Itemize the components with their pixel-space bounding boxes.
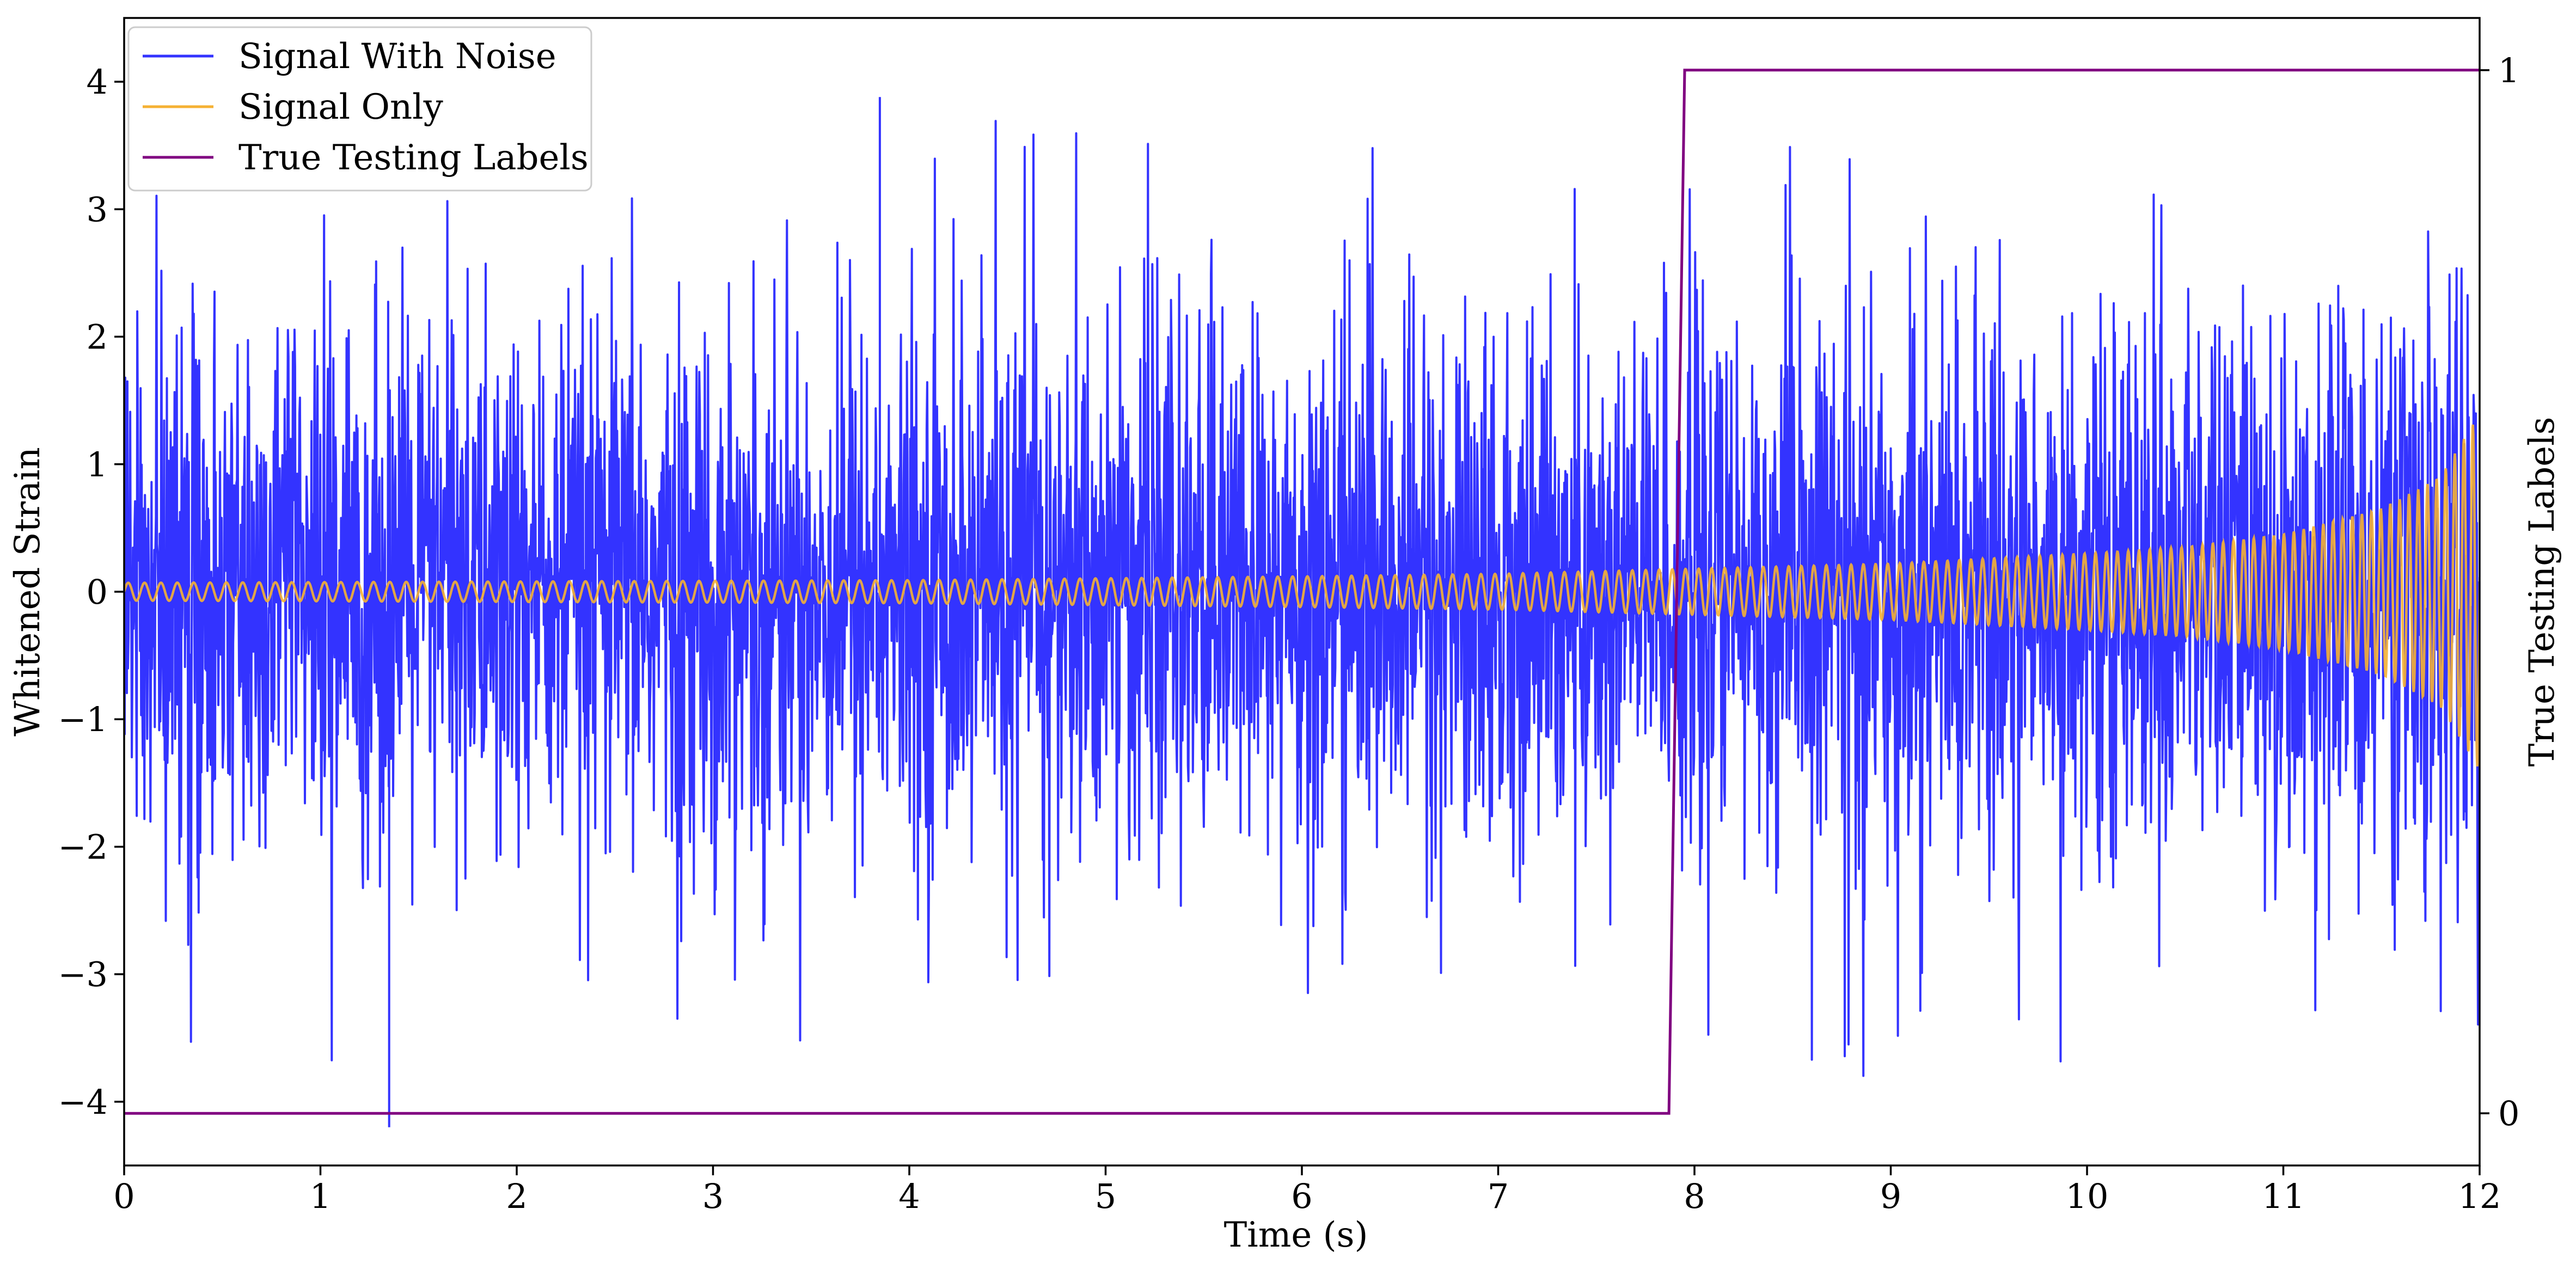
- y-right-tick-label: 1: [2498, 51, 2519, 90]
- x-tick-label: 0: [113, 1176, 134, 1216]
- y-right-tick-label: 0: [2498, 1094, 2519, 1133]
- legend-box: [127, 26, 592, 192]
- y-axis-label: Whitened Strain: [8, 447, 48, 736]
- x-tick-label: 8: [1684, 1176, 1705, 1216]
- series-signal-with-noise: [124, 97, 2480, 1127]
- x-tick-label: 1: [310, 1176, 331, 1216]
- series-true-testing-labels: [124, 69, 2480, 1115]
- y-tick-label: 4: [87, 62, 108, 102]
- plot-area: [124, 69, 2480, 1127]
- series-signal-only: [124, 424, 2480, 766]
- y-axis-right: 01: [2480, 51, 2519, 1133]
- y-tick-label: −4: [58, 1082, 108, 1122]
- x-tick-label: 6: [1291, 1176, 1312, 1216]
- y-tick-label: −3: [58, 955, 108, 995]
- legend: Signal With Noise Signal Only True Testi…: [127, 26, 592, 192]
- y-tick-label: 2: [87, 317, 108, 357]
- x-axis: 0 1 2 3 4 5 6 7 8 9 10 11 12: [113, 1165, 2501, 1216]
- y-tick-label: −2: [58, 827, 108, 867]
- y-tick-label: 0: [87, 572, 108, 612]
- x-tick-label: 5: [1095, 1176, 1116, 1216]
- x-tick-label: 2: [506, 1176, 527, 1216]
- legend-label-true-testing-labels: True Testing Labels: [238, 138, 589, 178]
- legend-label-signal-only: Signal Only: [238, 87, 443, 127]
- x-tick-label: 11: [2262, 1176, 2305, 1216]
- x-tick-label: 12: [2458, 1176, 2501, 1216]
- x-tick-label: 9: [1880, 1176, 1901, 1216]
- y-axis-left: −4 −3 −2 −1 0 1 2 3 4: [58, 62, 124, 1122]
- y-tick-label: 3: [87, 189, 108, 229]
- x-tick-label: 3: [702, 1176, 724, 1216]
- y-tick-label: −1: [58, 700, 108, 739]
- x-tick-label: 7: [1488, 1176, 1509, 1216]
- x-axis-label: Time (s): [1224, 1215, 1368, 1255]
- x-tick-label: 4: [898, 1176, 920, 1216]
- legend-label-signal-with-noise: Signal With Noise: [238, 36, 556, 77]
- y-tick-label: 1: [87, 445, 108, 484]
- x-tick-label: 10: [2066, 1176, 2109, 1216]
- y-axis-right-label: True Testing Labels: [2522, 417, 2562, 767]
